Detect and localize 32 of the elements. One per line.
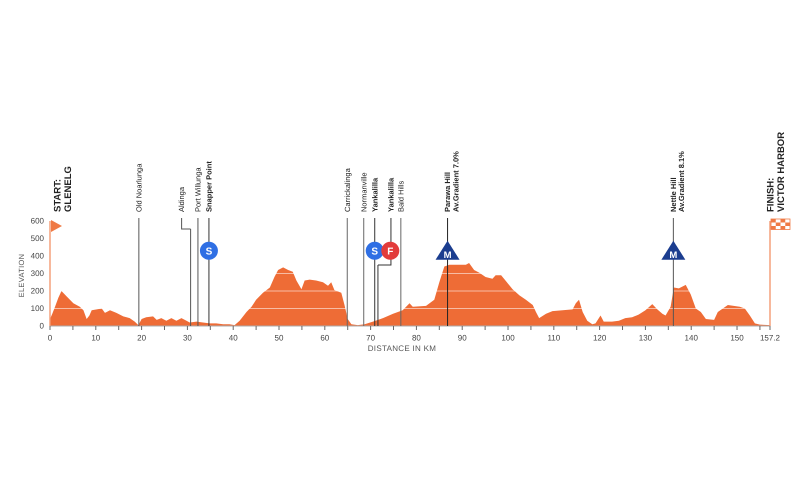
annotation: S xyxy=(371,246,378,258)
x-axis-title: DISTANCE IN KM xyxy=(368,344,436,353)
y-tick-label: 200 xyxy=(30,286,45,296)
x-tick-label: 130 xyxy=(638,334,653,343)
x-tick-label: 70 xyxy=(366,334,376,343)
x-tick-label: 150 xyxy=(730,334,744,343)
ref-line-label: FINISH: VICTOR HARBOR xyxy=(765,132,787,212)
x-tick-label: 60 xyxy=(320,334,330,343)
x-tick-label: 40 xyxy=(228,334,238,343)
x-tick-label: 120 xyxy=(592,334,607,343)
x-tick-label: 100 xyxy=(501,334,516,343)
x-tick-label: 20 xyxy=(137,334,147,343)
x-tick-label: 30 xyxy=(182,334,192,343)
y-tick-label: 300 xyxy=(30,269,45,278)
y-tick-label: 100 xyxy=(30,304,45,314)
x-tick-label: 157.2 xyxy=(760,334,781,343)
annotation: M xyxy=(444,250,452,261)
y-tick-label: 600 xyxy=(30,216,45,226)
y-tick-label: 400 xyxy=(30,252,45,261)
x-tick-label: 90 xyxy=(458,334,468,343)
y-tick-label: 0 xyxy=(40,322,45,331)
x-tick-label: 10 xyxy=(91,334,101,343)
annotation: S xyxy=(206,246,213,258)
y-tick-label: 500 xyxy=(30,234,45,244)
x-tick-label: 50 xyxy=(274,334,284,343)
annotation: F xyxy=(387,246,394,258)
x-tick-label: 110 xyxy=(547,334,561,343)
text: START: GLENELG xyxy=(52,166,74,212)
x-tick-label: 80 xyxy=(412,334,422,343)
x-tick-label: 140 xyxy=(684,334,698,343)
x-tick-label: 0 xyxy=(48,334,53,343)
annotation: M xyxy=(669,250,678,261)
